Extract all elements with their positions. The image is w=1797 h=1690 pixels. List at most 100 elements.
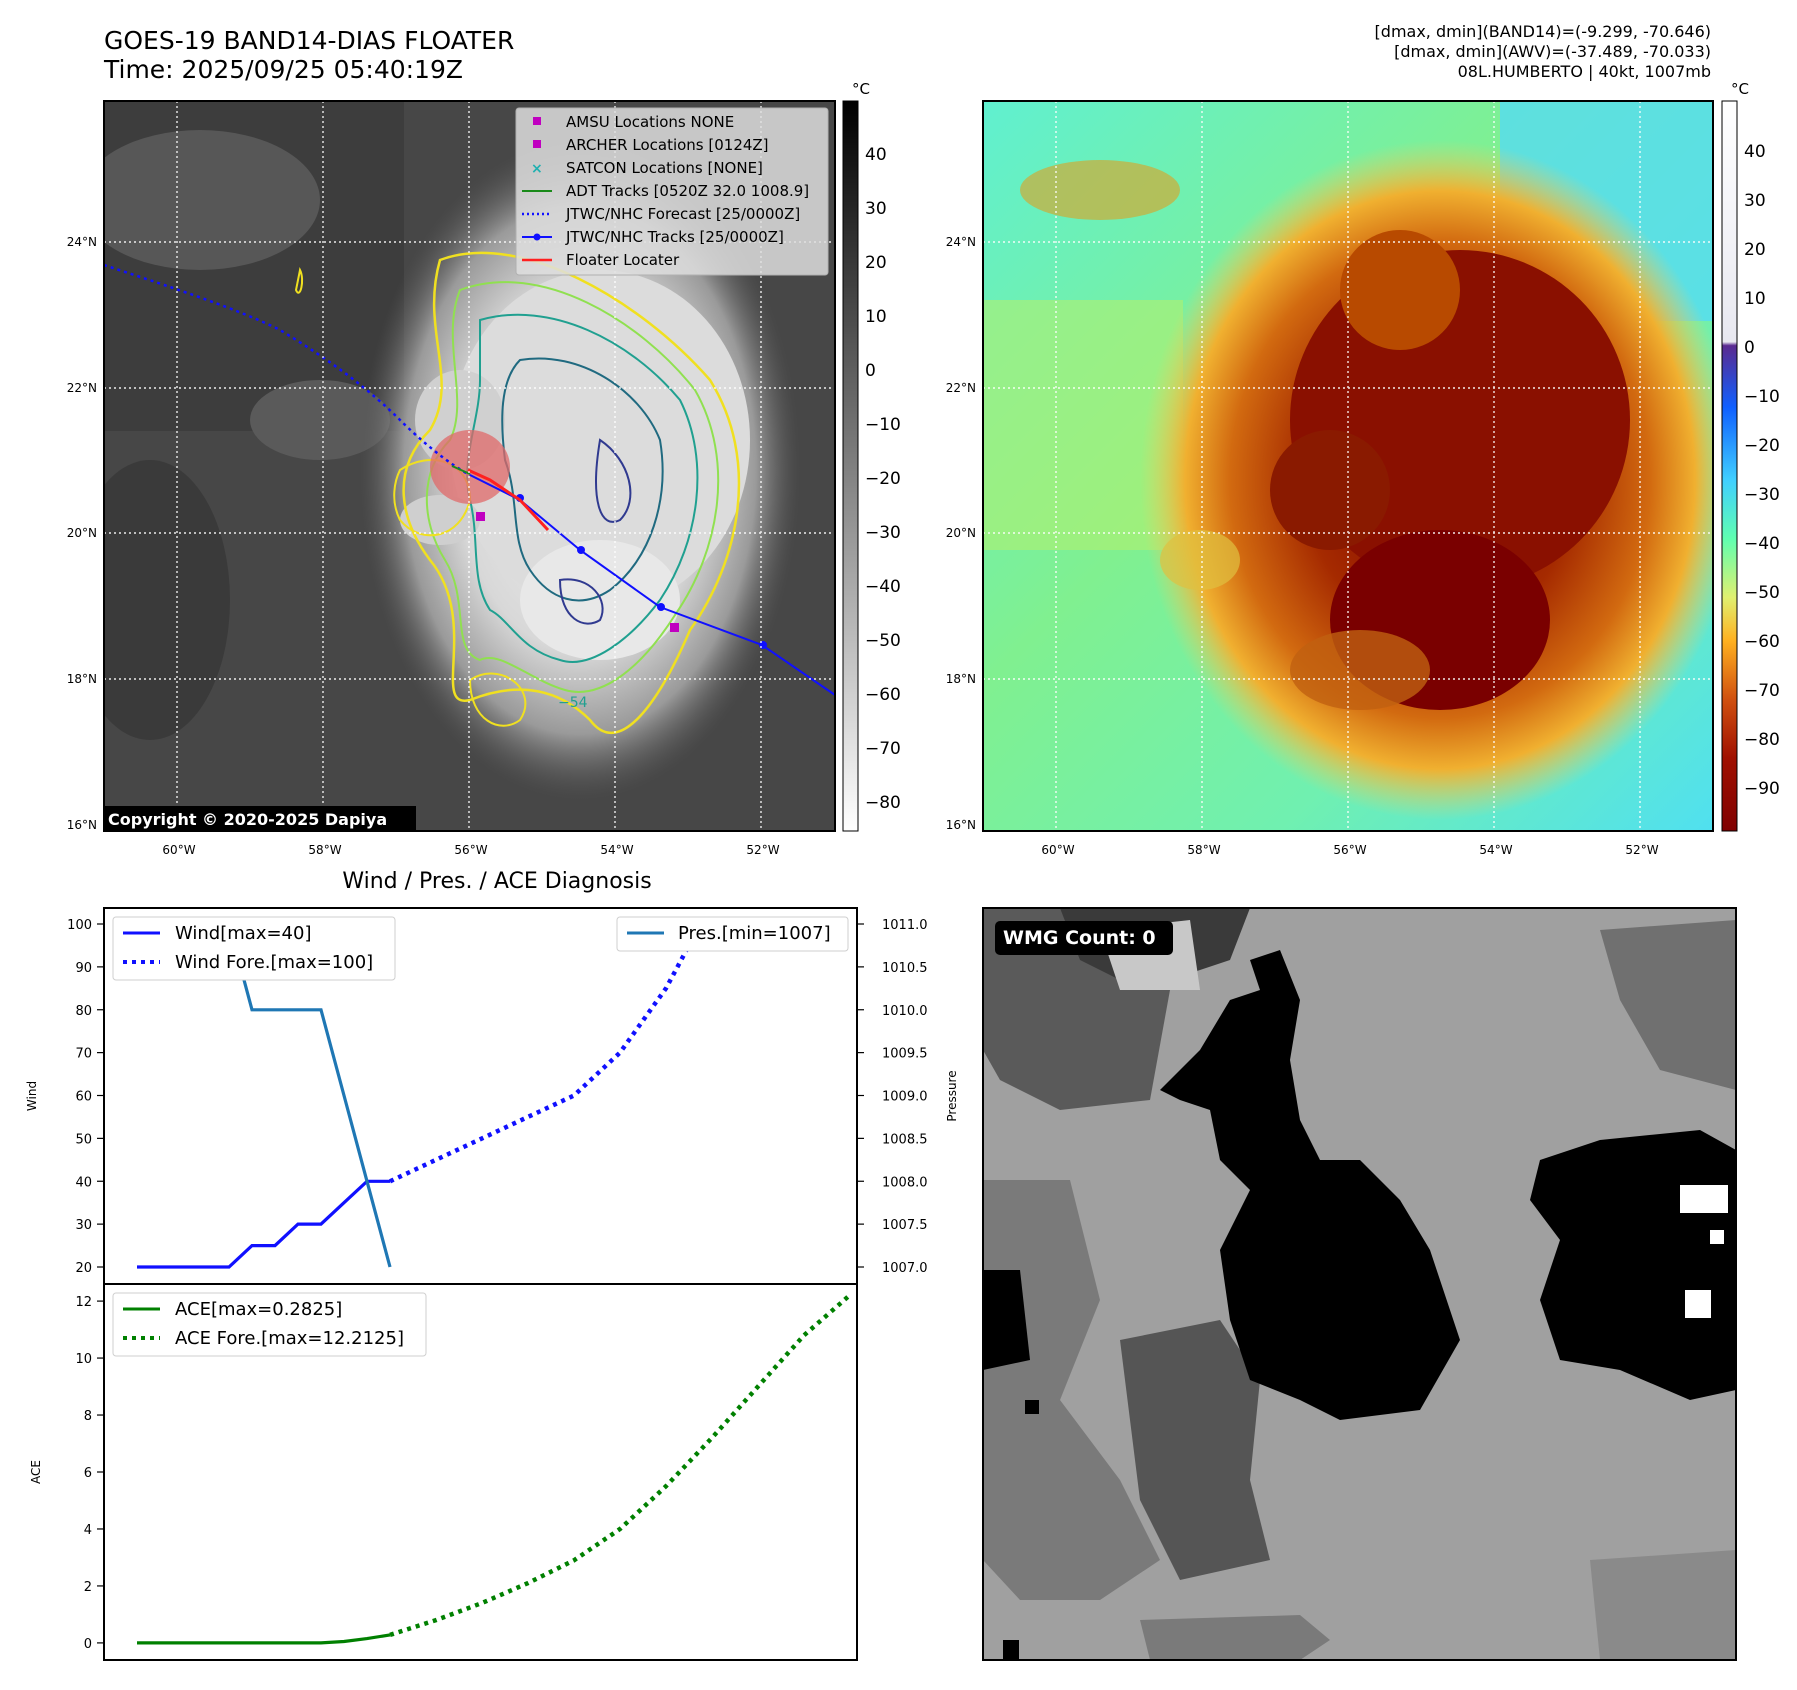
cbar-tick: −20 [1744, 436, 1780, 456]
ace-tick-label: 12 [75, 1295, 92, 1310]
cbar-tick: 40 [1744, 142, 1766, 162]
cbar-tick: −80 [865, 793, 901, 813]
cbar-tick: 20 [865, 253, 887, 273]
lon-label: 54°W [1479, 843, 1512, 857]
awv-colorbar: °C 40 30 20 10 0 −10 −20 −30 −40 −50 −60… [1721, 80, 1780, 832]
cbar-tick: −30 [865, 523, 901, 543]
ace-panel: 12 10 8 6 4 2 0 ACE ACE[max=0.2825] ACE Fore.[… [29, 1283, 858, 1661]
legend-wind-fore: Wind Fore.[max=100] [175, 952, 373, 973]
cbar-tick: −40 [1744, 534, 1780, 554]
wmg-panel: WMG Count: 0 [982, 907, 1737, 1661]
cbar-tick: 10 [865, 307, 887, 327]
cbar-tick: −80 [1744, 730, 1780, 750]
ir-map-panel: −54 [67, 80, 901, 857]
lat-label: 24°N [67, 235, 97, 249]
pressure-tick-label: 1008.5 [882, 1132, 928, 1147]
archer-marker [533, 140, 541, 148]
copyright-badge [104, 806, 416, 831]
lat-label: 18°N [67, 672, 97, 686]
wmg-imagery [983, 908, 1736, 1660]
lat-label: 24°N [946, 235, 976, 249]
pressure-tick-label: 1007.0 [882, 1261, 928, 1276]
cbar-tick: −60 [1744, 632, 1780, 652]
cbar-tick: 0 [1744, 338, 1755, 358]
colorbar2-ticks: 40 30 20 10 0 −10 −20 −30 −40 −50 −60 −7… [1744, 142, 1780, 799]
wind-tick-label: 80 [75, 1004, 92, 1019]
ace-legend: ACE[max=0.2825] ACE Fore.[max=12.2125] [112, 1292, 427, 1357]
wind-tick-label: 60 [75, 1090, 92, 1105]
cbar-tick: 40 [865, 145, 887, 165]
lon-label: 52°W [1625, 843, 1658, 857]
cbar-tick: 30 [865, 199, 887, 219]
cbar-tick: −40 [865, 577, 901, 597]
wind-tick-label: 90 [75, 961, 92, 976]
ace-tick-label: 0 [84, 1637, 92, 1652]
pressure-legend: Pres.[min=1007] [616, 916, 849, 952]
cbar-tick: −20 [865, 469, 901, 489]
pressure-tick-label: 1009.0 [882, 1090, 928, 1105]
legend-archer: ARCHER Locations [0124Z] [566, 136, 769, 154]
ace-tick-label: 8 [84, 1409, 92, 1424]
awv-imagery [983, 101, 1713, 831]
legend-ace-fore: ACE Fore.[max=12.2125] [175, 1328, 404, 1349]
lat-label: 16°N [946, 818, 976, 832]
amsu-marker [533, 117, 541, 125]
dmax-band14: [dmax, dmin](BAND14)=(-9.299, -70.646) [1374, 22, 1711, 41]
pressure-tick-label: 1007.5 [882, 1218, 928, 1233]
lon-label: 60°W [162, 843, 195, 857]
legend-tracks: JTWC/NHC Tracks [25/0000Z] [565, 228, 784, 246]
ace-tick-label: 4 [84, 1523, 92, 1538]
ir-colorbar: °C 40 30 20 10 0 −10 −20 −30 −40 −50 −60… [842, 80, 901, 832]
lat-label: 18°N [946, 672, 976, 686]
wind-legend: Wind[max=40] Wind Fore.[max=100] [112, 916, 396, 981]
awv-map-panel: 24°N 22°N 20°N 18°N 16°N 60°W 58°W 56°W … [946, 80, 1780, 857]
legend-pres: Pres.[min=1007] [678, 923, 831, 944]
cbar-tick: −50 [1744, 583, 1780, 603]
wmg-count-text: WMG Count: 0 [1003, 927, 1156, 949]
wind-tick-label: 20 [75, 1261, 92, 1276]
wind-pres-panel: Wind / Pres. / ACE Diagnosis 100 90 80 70 60… [25, 869, 959, 1285]
map-legend: AMSU Locations NONE ARCHER Locations [01… [515, 107, 829, 276]
wind-axis-label: Wind [25, 1081, 39, 1111]
lat-label: 20°N [67, 526, 97, 540]
colorbar-unit: °C [852, 80, 870, 98]
cbar-tick: −30 [1744, 485, 1780, 505]
pressure-tick-label: 1010.5 [882, 961, 928, 976]
lon-label: 58°W [1187, 843, 1220, 857]
cbar-tick: −90 [1744, 779, 1780, 799]
ace-tick-label: 2 [84, 1580, 92, 1595]
legend-floater: Floater Locater [566, 251, 680, 269]
cbar-tick: −10 [1744, 387, 1780, 407]
cbar-tick: 30 [1744, 191, 1766, 211]
contour-label: −54 [558, 695, 588, 711]
pressure-tick-label: 1008.0 [882, 1175, 928, 1190]
pressure-axis-label: Pressure [945, 1070, 959, 1121]
copyright-text: Copyright © 2020-2025 Dapiya [108, 810, 387, 829]
cbar-tick: −10 [865, 415, 901, 435]
cbar-tick: −70 [865, 739, 901, 759]
ace-axis-label: ACE [29, 1460, 43, 1484]
lat-label: 16°N [67, 818, 97, 832]
ace-tick-label: 6 [84, 1466, 92, 1481]
cbar-tick: −60 [865, 685, 901, 705]
ace-yticks: 12 10 8 6 4 2 0 [75, 1295, 104, 1652]
figure-title: GOES-19 BAND14-DIAS FLOATER Time: 2025/0… [104, 26, 514, 84]
lat-label: 20°N [946, 526, 976, 540]
lon-label: 52°W [746, 843, 779, 857]
ace-tick-label: 10 [75, 1352, 92, 1367]
legend-ace: ACE[max=0.2825] [175, 1299, 342, 1320]
dmax-awv: [dmax, dmin](AWV)=(-37.489, -70.033) [1394, 42, 1711, 61]
wind-tick-label: 40 [75, 1175, 92, 1190]
storm-info: 08L.HUMBERTO | 40kt, 1007mb [1457, 62, 1711, 81]
colorbar1-ticks: 40 30 20 10 0 −10 −20 −30 −40 −50 −60 −7… [865, 145, 901, 813]
cbar-tick: 20 [1744, 240, 1766, 260]
title-time: Time: 2025/09/25 05:40:19Z [104, 55, 463, 84]
pressure-tick-label: 1010.0 [882, 1004, 928, 1019]
legend-wind: Wind[max=40] [175, 923, 312, 944]
legend-satcon: SATCON Locations [NONE] [566, 159, 763, 177]
wind-tick-label: 30 [75, 1218, 92, 1233]
lon-label: 58°W [308, 843, 341, 857]
dmax-info: [dmax, dmin](BAND14)=(-9.299, -70.646) [… [1375, 22, 1711, 82]
cbar-tick: 10 [1744, 289, 1766, 309]
